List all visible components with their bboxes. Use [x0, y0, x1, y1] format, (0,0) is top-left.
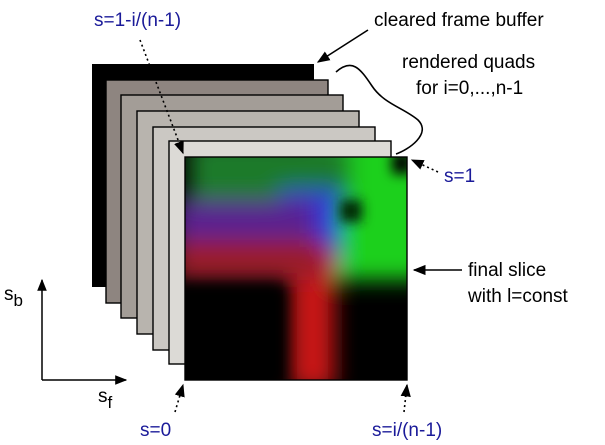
final-slice-border	[184, 156, 408, 381]
cleared-buffer-label: cleared frame buffer	[374, 10, 544, 31]
cleared-buffer-arrow	[316, 29, 369, 63]
final-slice-image	[185, 157, 407, 380]
axis-indicator	[37, 278, 128, 385]
s-top-left-arrow	[139, 39, 184, 155]
rendered-quads-brace	[335, 64, 423, 155]
axis-horizontal-main: s	[98, 386, 108, 407]
axis-vertical-sub: b	[14, 291, 23, 310]
axis-vertical-label: sb	[4, 284, 23, 310]
s-bottom-right-arrow	[400, 383, 411, 413]
rendered-quads-label-line2: for i=0,...,n-1	[416, 78, 523, 99]
s-zero-arrow	[174, 383, 185, 413]
s-one-arrow	[410, 159, 439, 173]
s-zero-label: s=0	[140, 420, 171, 441]
s-bottom-right-label: s=i/(n-1)	[372, 420, 442, 441]
axis-horizontal-label: sf	[98, 386, 113, 412]
annotation-arrows	[139, 29, 462, 413]
rendered-quads-label-line1: rendered quads	[402, 52, 535, 73]
s-one-label: s=1	[444, 166, 475, 187]
axis-vertical-main: s	[4, 284, 14, 305]
axis-horizontal-sub: f	[108, 393, 113, 412]
s-top-left-label: s=1-i/(n-1)	[94, 10, 181, 31]
final-slice-label-line2: with l=const	[467, 286, 569, 307]
final-slice-label-line1: final slice	[468, 260, 546, 281]
